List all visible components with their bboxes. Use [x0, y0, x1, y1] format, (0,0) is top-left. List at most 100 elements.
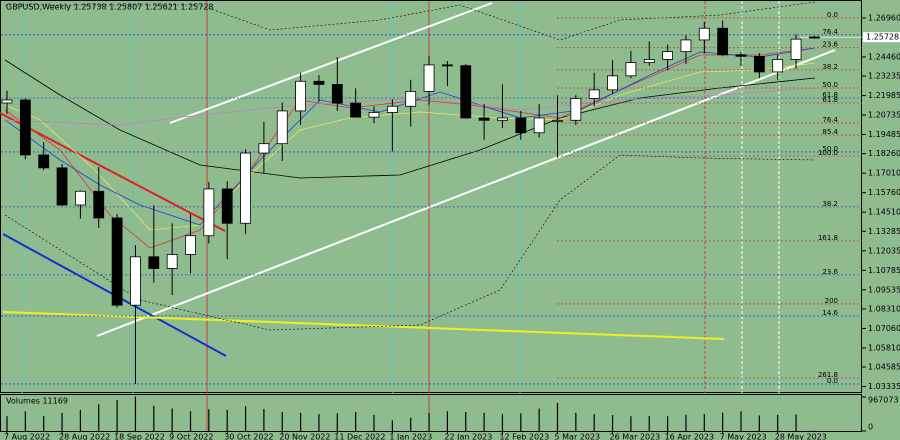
fib-label: 50.0: [822, 81, 838, 89]
candle-body: [643, 59, 655, 63]
candle-body: [441, 64, 453, 67]
x-tick-label: 18 Sep 2022: [114, 433, 165, 440]
candle-body: [56, 167, 68, 206]
fib-label: 200: [825, 297, 838, 305]
x-tick-label: 26 Mar 2023: [610, 433, 661, 440]
channel-line: [96, 49, 836, 337]
y-tick-label: 1.05810: [868, 343, 900, 352]
fib-label: 261.8: [818, 371, 838, 379]
candle-body: [368, 112, 380, 118]
candle-body: [790, 38, 802, 60]
candle-body: [607, 75, 618, 91]
moving-average: [4, 62, 816, 231]
candle-body: [533, 117, 545, 134]
fib-label: 61.8: [822, 96, 838, 104]
candle-body: [350, 102, 362, 118]
fib-label: 23.6: [822, 41, 838, 49]
y-tick-label: 1.17010: [868, 169, 900, 178]
candle-body: [130, 256, 141, 306]
y-tick-label: 1.14510: [868, 208, 900, 217]
y-tick-label: 1.07060: [868, 324, 900, 333]
y-tick-label: 1.26960: [868, 13, 900, 22]
candle-body: [625, 62, 637, 77]
y-tick-label: 1.24460: [868, 52, 900, 61]
moving-average: [4, 87, 816, 126]
candle-body: [753, 55, 765, 73]
x-tick-label: 22 Jan 2023: [444, 433, 492, 440]
candle-body: [698, 27, 710, 41]
candle-body: [240, 152, 251, 224]
candle-body: [38, 154, 50, 169]
trend-lines: [0, 1, 836, 357]
moving-average: [4, 47, 816, 249]
candle-body: [276, 110, 288, 145]
y-tick-label: 1.10785: [868, 266, 900, 275]
fib-label: 14.6: [822, 309, 838, 317]
x-tick-label: 11 Dec 2022: [334, 433, 385, 440]
y-tick-label: 1.04585: [868, 363, 900, 372]
candle-body: [662, 51, 673, 60]
candle-body: [809, 36, 820, 39]
candle-body: [221, 188, 233, 224]
candle-body: [717, 27, 729, 56]
y-tick-label: 1.13285: [868, 227, 900, 236]
fib-label: 23.6: [822, 268, 838, 276]
candle-body: [93, 190, 105, 219]
volume-tick-label: 967073: [868, 396, 899, 405]
x-tick-label: 28 May 2023: [775, 433, 827, 440]
y-tick-label: 1.23235: [868, 72, 900, 81]
volume-tick-label: 0: [868, 423, 873, 432]
fib-label: 0.0: [827, 11, 838, 19]
candle-body: [680, 39, 692, 53]
x-tick-label: 20 Nov 2022: [279, 433, 330, 440]
trend-line: [2, 311, 725, 340]
x-tick-label: 5 Mar 2023: [555, 433, 601, 440]
candle-body: [497, 117, 508, 121]
fib-label: 100.0: [818, 149, 838, 157]
moving-average: [4, 59, 816, 179]
plot-frame: [0, 0, 862, 393]
candle-body: [386, 105, 398, 113]
fib-label: 50.0: [822, 145, 838, 153]
x-tick-label: 16 Apr 2023: [665, 433, 714, 440]
fib-label: 38.2: [822, 200, 838, 208]
y-tick-label: 1.03335: [868, 382, 900, 391]
candle-body: [203, 188, 215, 237]
candle-body: [111, 217, 123, 306]
fib-label: 61.8: [822, 91, 838, 99]
envelope: [4, 154, 816, 331]
candle-body: [313, 80, 325, 85]
candle-body: [552, 119, 563, 122]
fib-label: 0.0: [827, 377, 838, 385]
candle-body: [478, 117, 490, 121]
candle-body: [460, 65, 472, 119]
last-price-box: [863, 32, 900, 43]
x-tick-label: 12 Feb 2023: [499, 433, 549, 440]
x-tick-label: 28 Aug 2022: [59, 433, 110, 440]
candle-body: [735, 54, 747, 57]
x-tick-label: 7 May 2023: [720, 433, 767, 440]
fib-label: 161.8: [818, 234, 838, 242]
x-tick-label: 7 Aug 2022: [4, 433, 50, 440]
candle-body: [258, 143, 270, 154]
y-tick-label: 1.19485: [868, 130, 900, 139]
last-price-label: 1.25728: [866, 33, 899, 42]
fib-label: 76.4: [822, 116, 838, 124]
candle-body: [1, 99, 13, 104]
y-tick-label: 1.09535: [868, 285, 900, 294]
trend-line: [0, 112, 226, 232]
y-tick-label: 1.18260: [868, 149, 900, 158]
candle-body: [185, 235, 196, 255]
x-tick-label: 30 Oct 2022: [224, 433, 273, 440]
candle-body: [295, 80, 307, 112]
envelope: [5, 1, 816, 41]
fib-label: 76.4: [822, 28, 838, 36]
candle-body: [570, 98, 582, 121]
candle-body: [19, 99, 31, 156]
y-tick-label: 1.15760: [868, 188, 900, 197]
candle-body: [75, 190, 86, 206]
candle-body: [405, 91, 417, 107]
candle-body: [588, 89, 600, 99]
